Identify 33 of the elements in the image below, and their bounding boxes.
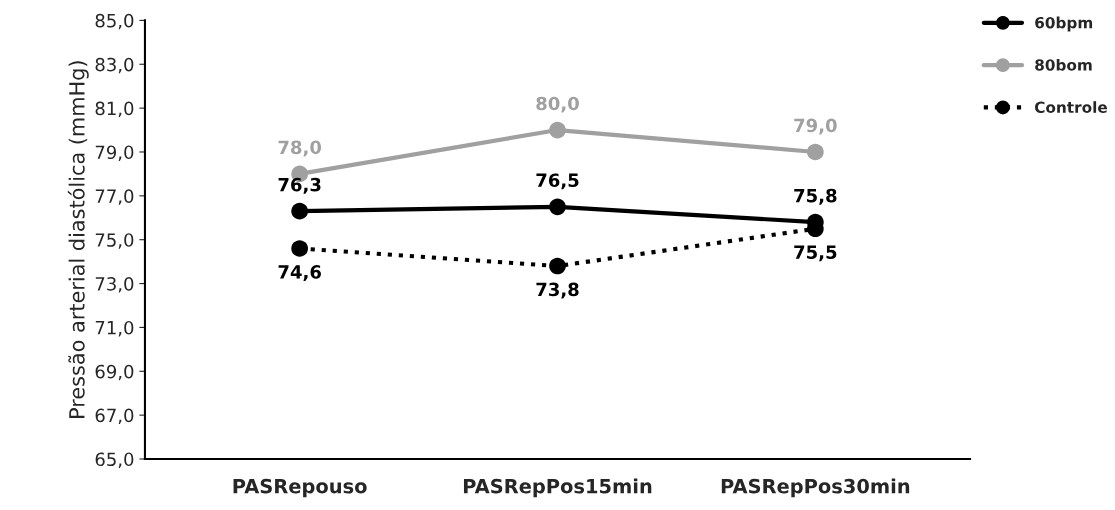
y-tick-label: 65,0 (95, 452, 134, 468)
y-tick-label: 81,0 (95, 101, 134, 118)
legend-label: 80bom (1035, 58, 1092, 71)
point (549, 198, 566, 216)
y-tick-label: 83,0 (95, 57, 134, 74)
legend-label: Controle (1034, 101, 1107, 113)
x-tick-label: PASRepPos15min (463, 478, 652, 498)
y-tick-label: 75,0 (95, 233, 134, 249)
y-tick-label: 77,0 (95, 189, 134, 205)
point (291, 202, 308, 220)
y-tick-label: 79,0 (95, 145, 134, 161)
data-label: 78,0 (278, 140, 322, 157)
point (807, 143, 824, 161)
point (291, 240, 308, 257)
y-axis-title: Pressão arterial diastólica (mmHg) (67, 61, 89, 418)
y-tick-label: 67,0 (95, 408, 134, 425)
point (549, 257, 566, 275)
data-label: 76,3 (278, 177, 321, 194)
point (549, 121, 566, 139)
y-tick-label: 71,0 (95, 320, 134, 337)
data-label: 80,0 (536, 96, 579, 113)
data-label: 73,8 (536, 282, 579, 299)
data-label: 76,5 (536, 173, 579, 190)
legend-label: 60bpm (1035, 16, 1093, 32)
data-label: 79,0 (794, 118, 837, 135)
data-label: 75,5 (794, 245, 837, 262)
x-tick-label: PASRepPos30min (721, 478, 910, 498)
data-label: 75,8 (794, 188, 837, 205)
y-tick-label: 69,0 (95, 364, 134, 381)
data-label: 74,6 (278, 265, 321, 282)
x-tick-label: PASRepouso (233, 478, 367, 498)
y-tick-label: 85,0 (95, 13, 134, 30)
y-tick-label: 73,0 (95, 277, 134, 293)
